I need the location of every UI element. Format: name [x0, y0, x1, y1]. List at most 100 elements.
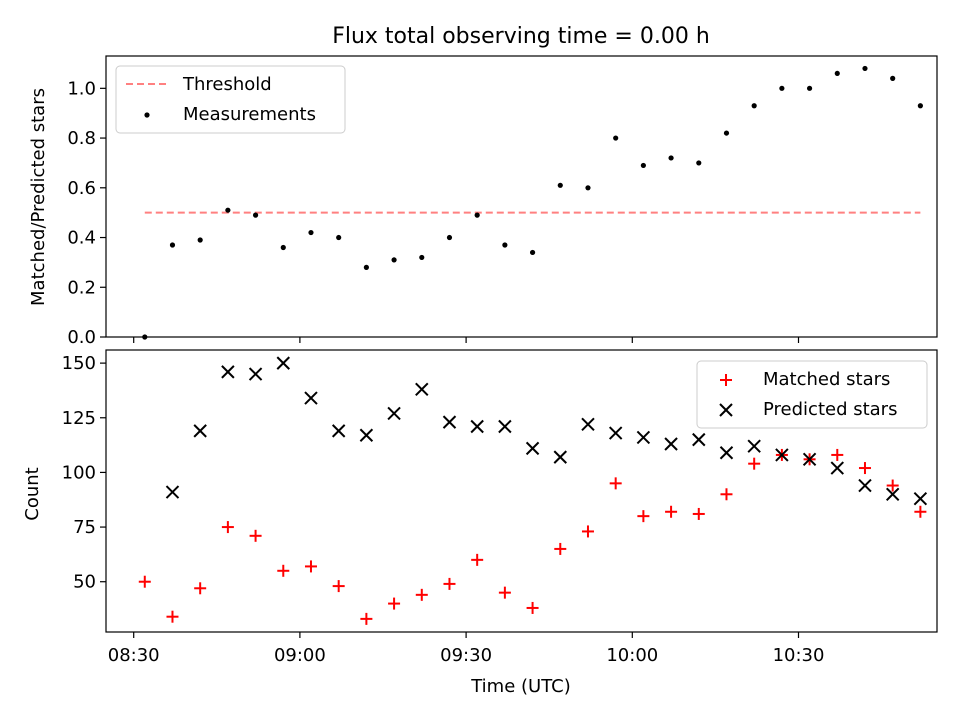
- predicted-star-point: [193, 424, 207, 438]
- matched-legend-label: Matched stars: [763, 369, 890, 390]
- measurement-point: [585, 185, 591, 191]
- x-tick-label: 09:30: [440, 645, 492, 666]
- matched-star-point: [554, 542, 567, 555]
- predicted-star-point: [387, 406, 401, 421]
- predicted-star-point: [304, 391, 318, 405]
- predicted-star-point: [885, 487, 900, 501]
- measurement-point: [751, 103, 757, 109]
- matched-star-point: [388, 597, 401, 610]
- matched-star-point: [914, 505, 927, 518]
- matched-star-point: [637, 510, 650, 523]
- bottom-y-tick-label: 50: [73, 572, 96, 593]
- predicted-star-point: [470, 419, 484, 434]
- matched-star-point: [581, 525, 594, 538]
- x-axis-label: Time (UTC): [470, 676, 571, 697]
- x-tick-label: 09:00: [274, 645, 326, 666]
- predicted-star-point: [553, 450, 567, 464]
- measurement-point: [363, 264, 369, 270]
- predicted-legend-label: Predicted stars: [763, 399, 897, 420]
- predicted-star-point: [359, 428, 374, 442]
- matched-star-point: [443, 577, 456, 590]
- bottom-legend: Matched stars Predicted stars: [696, 360, 928, 429]
- bottom-plot-frame: [105, 349, 938, 633]
- predicted-star-point: [775, 448, 789, 462]
- predicted-star-point: [248, 367, 263, 381]
- top-y-tick-label: 1.0: [67, 78, 96, 99]
- matched-star-point: [692, 507, 705, 520]
- measurement-point: [169, 242, 176, 248]
- measurement-point: [557, 182, 563, 188]
- predicted-star-point: [913, 491, 928, 506]
- matched-legend-swatch: [720, 374, 732, 386]
- bottom-panel: 50 75 100 125 150 08:30 09:00 09:30 10:00 10:30 C…: [22, 349, 938, 697]
- bottom-y-tick-label: 125: [62, 408, 96, 429]
- top-chart-title: Flux total observing time = 0.00 h: [332, 24, 710, 49]
- predicted-star-point: [719, 446, 734, 460]
- matched-star-point: [194, 582, 207, 595]
- top-y-tick-label: 0.2: [67, 277, 96, 298]
- matched-star-point: [166, 610, 179, 623]
- top-y-axis-label: Matched/Predicted stars: [28, 88, 49, 306]
- matched-star-point: [221, 521, 234, 534]
- predicted-legend-swatch: [719, 403, 733, 417]
- measurement-point: [419, 254, 425, 261]
- matched-star-point: [360, 612, 373, 625]
- measurement-point: [446, 234, 453, 241]
- measurements-legend-label: Measurements: [183, 104, 316, 125]
- measurement-point: [474, 212, 480, 218]
- measurement-point: [723, 130, 730, 136]
- predicted-star-point: [608, 426, 623, 440]
- measurement-point: [502, 242, 508, 248]
- measurement-point: [779, 85, 785, 91]
- top-y-tick-label: 0.8: [67, 128, 96, 149]
- bottom-legend-box: [696, 360, 928, 429]
- measurement-point: [834, 70, 840, 77]
- measurement-point: [917, 103, 923, 109]
- predicted-star-point: [664, 437, 678, 451]
- matched-star-point: [748, 457, 761, 470]
- matched-star-point: [720, 488, 733, 501]
- matched-star-point: [277, 564, 290, 577]
- measurement-point: [862, 65, 868, 72]
- matched-star-point: [304, 560, 317, 573]
- x-tick-label: 10:30: [773, 645, 825, 666]
- measurement-point: [668, 155, 674, 161]
- predicted-star-point: [442, 415, 457, 429]
- predicted-star-point: [830, 461, 844, 475]
- predicted-star-point: [415, 382, 429, 397]
- top-y-tick-label: 0.4: [67, 228, 96, 249]
- predicted-star-point: [692, 432, 706, 447]
- measurement-point: [308, 229, 314, 236]
- threshold-legend-label: Threshold: [182, 74, 272, 95]
- predicted-star-point: [331, 424, 346, 438]
- x-tick-label: 08:30: [108, 645, 160, 666]
- measurement-point: [890, 75, 896, 81]
- top-plot-layer: 0.0 0.2 0.4 0.6 0.8 1.0: [67, 65, 923, 348]
- predicted-star-point: [525, 441, 540, 456]
- predicted-star-point: [581, 417, 595, 432]
- top-plot-frame: [105, 55, 938, 338]
- matched-star-point: [415, 588, 428, 601]
- predicted-star-point: [802, 452, 817, 467]
- matched-star-point: [858, 462, 871, 475]
- measurement-point: [280, 244, 286, 251]
- matched-star-point: [831, 448, 844, 461]
- matched-star-point: [138, 575, 151, 588]
- measurement-point: [806, 85, 813, 91]
- predicted-star-point: [498, 419, 512, 434]
- predicted-star-point: [165, 485, 180, 499]
- matched-star-point: [665, 505, 678, 518]
- measurement-point: [197, 237, 203, 243]
- predicted-star-point: [276, 356, 290, 370]
- top-y-tick-label: 0.6: [67, 178, 96, 199]
- measurement-point: [640, 162, 646, 169]
- bottom-plot-layer: 50 75 100 125 150 08:30 09:00 09:30 10:00 10:30: [62, 353, 928, 666]
- x-tick-label: 10:00: [606, 645, 658, 666]
- matched-star-point: [498, 586, 511, 599]
- bottom-y-tick-label: 100: [62, 462, 96, 483]
- measurement-point: [336, 234, 342, 241]
- predicted-star-point: [747, 439, 761, 453]
- measurement-point: [696, 160, 702, 166]
- matched-star-point: [249, 529, 262, 542]
- bottom-y-tick-label: 75: [73, 517, 96, 538]
